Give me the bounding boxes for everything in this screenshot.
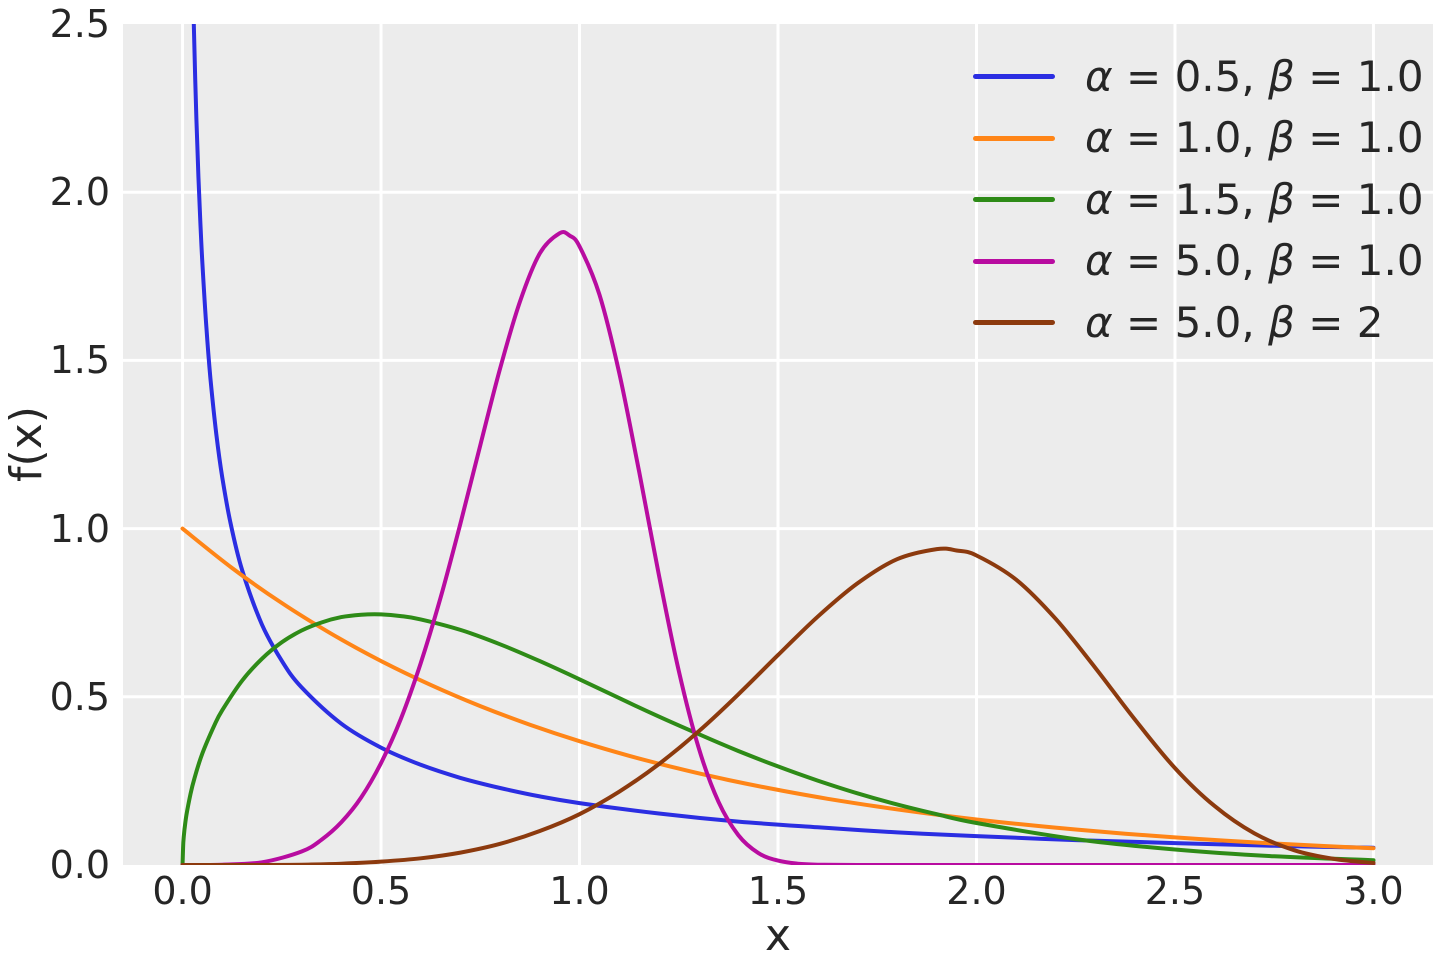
legend-label: α = 5.0, β = 2 [1085,297,1384,347]
y-tick-label-1.0: 1.0 [49,506,110,551]
legend-item-5: α = 5.0, β = 2 [973,292,1424,354]
legend-item-3: α = 1.5, β = 1.0 [973,169,1424,231]
legend-line-swatch [973,135,1055,141]
y-tick-label-1.5: 1.5 [49,338,110,383]
x-tick-label-1.5: 1.5 [747,869,809,913]
legend-line-swatch [973,197,1055,203]
legend-line-swatch [973,320,1055,326]
x-tick-label-1.0: 1.0 [549,869,610,913]
legend-label: α = 1.5, β = 1.0 [1085,174,1424,224]
y-tick-label-2.5: 2.5 [49,2,110,46]
legend-item-2: α = 1.0, β = 1.0 [973,108,1424,170]
series-line-alpha-1.0-beta-1.0 [180,526,1376,851]
x-tick-label-2.5: 2.5 [1144,869,1206,913]
legend-label: α = 5.0, β = 1.0 [1085,236,1424,286]
series-line-alpha-0.5-beta-1.0 [191,24,1376,850]
x-axis-label: x [764,910,792,960]
legend-line-swatch [973,258,1055,264]
legend: α = 0.5, β = 1.0 α = 1.0, β = 1.0 α = 1.5,… [973,46,1424,354]
y-axis-label: f(x) [1,406,52,482]
x-tick-label-2.0: 2.0 [946,869,1007,913]
y-tick-label-2.0: 2.0 [49,170,110,215]
x-tick-label-0.5: 0.5 [350,869,412,913]
legend-item-4: α = 5.0, β = 1.0 [973,231,1424,293]
series-line-alpha-5.0-beta-1.0 [180,230,1376,865]
x-tick-label-3.0: 3.0 [1343,869,1404,913]
legend-line-swatch [973,74,1055,80]
legend-label: α = 0.5, β = 1.0 [1085,51,1424,101]
y-tick-label-0.0: 0.0 [49,843,110,887]
x-tick-label-0.0: 0.0 [152,869,213,913]
series-line-alpha-5.0-beta-2 [180,546,1376,865]
series-line-alpha-1.5-beta-1.0 [180,612,1376,865]
y-tick-label-0.5: 0.5 [49,674,110,719]
legend-item-1: α = 0.5, β = 1.0 [973,46,1424,108]
legend-label: α = 1.0, β = 1.0 [1085,113,1424,163]
